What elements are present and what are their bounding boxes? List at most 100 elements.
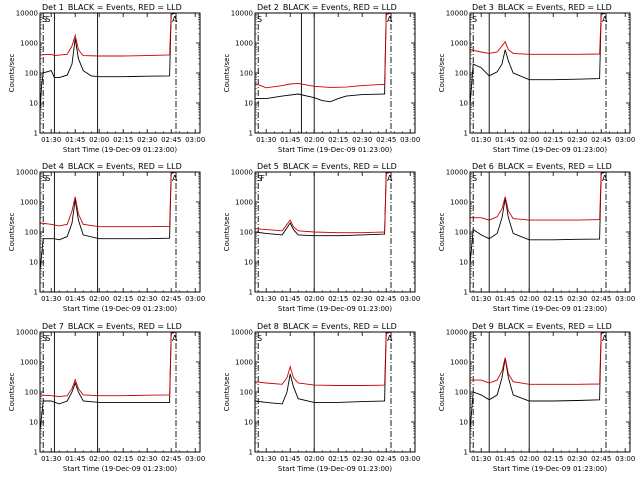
flag-marker: A [387, 174, 393, 183]
panel-title-detector: Det 4 [42, 162, 64, 171]
x-tick-label: 01:30 [471, 295, 491, 303]
plot-frame [39, 12, 201, 134]
x-tick-label: 03:00 [400, 295, 420, 303]
events-series-line [39, 12, 177, 113]
y-axis-label: Counts/sec [438, 213, 446, 252]
y-axis-label: Counts/sec [223, 213, 231, 252]
x-tick-label: 02:45 [376, 136, 396, 144]
y-tick-label: 1000 [235, 199, 253, 207]
y-axis-label: Counts/sec [223, 54, 231, 93]
panel-title-suffix: BLACK = Events, RED = LLD [68, 162, 182, 171]
x-tick-label: 01:45 [280, 455, 300, 463]
events-series-line [469, 12, 607, 106]
x-tick-label: 02:15 [328, 295, 348, 303]
panel-title-suffix: BLACK = Events, RED = LLD [283, 3, 397, 12]
flag-marker: S [472, 15, 477, 24]
panel-title-detector: Det 8 [257, 322, 279, 331]
x-tick-label: 02:45 [591, 136, 611, 144]
x-tick-label: 03:00 [615, 455, 635, 463]
y-tick-label: 100 [240, 229, 253, 237]
panel-title-detector: Det 5 [257, 162, 279, 171]
y-axis-label: Counts/sec [8, 373, 16, 412]
x-axis-label: Start Time (19-Dec-09 01:23:00) [63, 146, 177, 154]
events-series-line [39, 331, 177, 432]
flag-marker: S [42, 334, 47, 343]
x-tick-label: 01:30 [256, 455, 276, 463]
panel-title: Det 9 BLACK = Events, RED = LLD [472, 322, 612, 331]
x-tick-label: 02:00 [519, 455, 539, 463]
flag-marker: S [257, 334, 262, 343]
y-tick-label: 1000 [450, 199, 468, 207]
y-axis-label: Counts/sec [8, 213, 16, 252]
x-tick-label: 02:15 [328, 455, 348, 463]
x-tick-label: 02:15 [543, 295, 563, 303]
y-axis-label: Counts/sec [438, 54, 446, 93]
x-tick-label: 02:30 [137, 295, 157, 303]
y-tick-label: 10 [244, 100, 253, 108]
y-tick-label: 10000 [446, 10, 468, 18]
flag-marker: A [172, 174, 178, 183]
panel-title-suffix: BLACK = Events, RED = LLD [283, 322, 397, 331]
x-tick-label: 02:00 [304, 136, 324, 144]
x-tick-label: 02:45 [161, 136, 181, 144]
y-axis-label: Counts/sec [223, 373, 231, 412]
y-tick-label: 1000 [450, 40, 468, 48]
panel-det-9: Det 9 BLACK = Events, RED = LLD Counts/sec… [438, 322, 635, 473]
plot-frame [39, 331, 201, 453]
x-tick-label: 01:30 [41, 455, 61, 463]
x-axis-label: Start Time (19-Dec-09 01:23:00) [63, 305, 177, 313]
flag-marker: F [260, 174, 265, 183]
flag-marker: S [45, 174, 50, 183]
y-tick-label: 100 [25, 229, 38, 237]
panel-title-detector: Det 1 [42, 3, 64, 12]
y-tick-label: 10 [29, 419, 38, 427]
y-tick-label: 100 [455, 229, 468, 237]
panel-det-7: Det 7 BLACK = Events, RED = LLD Counts/sec… [8, 322, 205, 473]
y-tick-label: 1 [34, 449, 38, 457]
x-tick-label: 02:00 [89, 295, 109, 303]
y-tick-label: 10 [459, 100, 468, 108]
x-tick-label: 02:30 [137, 455, 157, 463]
panel-title: Det 3 BLACK = Events, RED = LLD [472, 3, 612, 12]
y-tick-label: 1 [249, 289, 253, 297]
x-tick-label: 02:30 [567, 136, 587, 144]
events-series-line [469, 331, 607, 432]
flag-marker: S [257, 174, 262, 183]
plot-frame [469, 171, 631, 293]
x-tick-label: 01:30 [256, 295, 276, 303]
x-tick-label: 02:15 [113, 136, 133, 144]
x-axis-label: Start Time (19-Dec-09 01:23:00) [493, 146, 607, 154]
panel-title-suffix: BLACK = Events, RED = LLD [68, 3, 182, 12]
x-tick-label: 02:15 [328, 136, 348, 144]
x-tick-label: 01:45 [495, 295, 515, 303]
x-tick-label: 02:45 [591, 455, 611, 463]
lld-series-line [254, 331, 392, 386]
y-tick-label: 10000 [446, 169, 468, 177]
y-tick-label: 10 [459, 419, 468, 427]
x-tick-label: 02:30 [567, 295, 587, 303]
y-axis-label: Counts/sec [8, 54, 16, 93]
x-tick-label: 01:45 [65, 295, 85, 303]
x-tick-label: 02:30 [352, 136, 372, 144]
x-tick-label: 02:00 [519, 295, 539, 303]
y-tick-label: 100 [455, 70, 468, 78]
panel-title: Det 1 BLACK = Events, RED = LLD [42, 3, 182, 12]
x-tick-label: 03:00 [185, 136, 205, 144]
events-series-line [255, 12, 392, 103]
panel-title-detector: Det 6 [472, 162, 494, 171]
x-tick-label: 01:30 [41, 136, 61, 144]
panel-title: Det 2 BLACK = Events, RED = LLD [257, 3, 397, 12]
y-tick-label: 1000 [20, 199, 38, 207]
x-tick-label: 01:45 [280, 136, 300, 144]
y-tick-label: 10000 [16, 10, 38, 18]
x-tick-label: 01:45 [65, 455, 85, 463]
x-tick-label: 01:30 [256, 136, 276, 144]
x-tick-label: 02:30 [352, 295, 372, 303]
y-tick-label: 1000 [235, 40, 253, 48]
x-tick-label: 01:45 [65, 136, 85, 144]
panel-det-4: Det 4 BLACK = Events, RED = LLD Counts/sec… [8, 162, 205, 313]
y-tick-label: 1000 [235, 359, 253, 367]
x-tick-label: 02:00 [89, 455, 109, 463]
x-tick-label: 02:30 [352, 455, 372, 463]
lld-series-line [39, 331, 177, 398]
